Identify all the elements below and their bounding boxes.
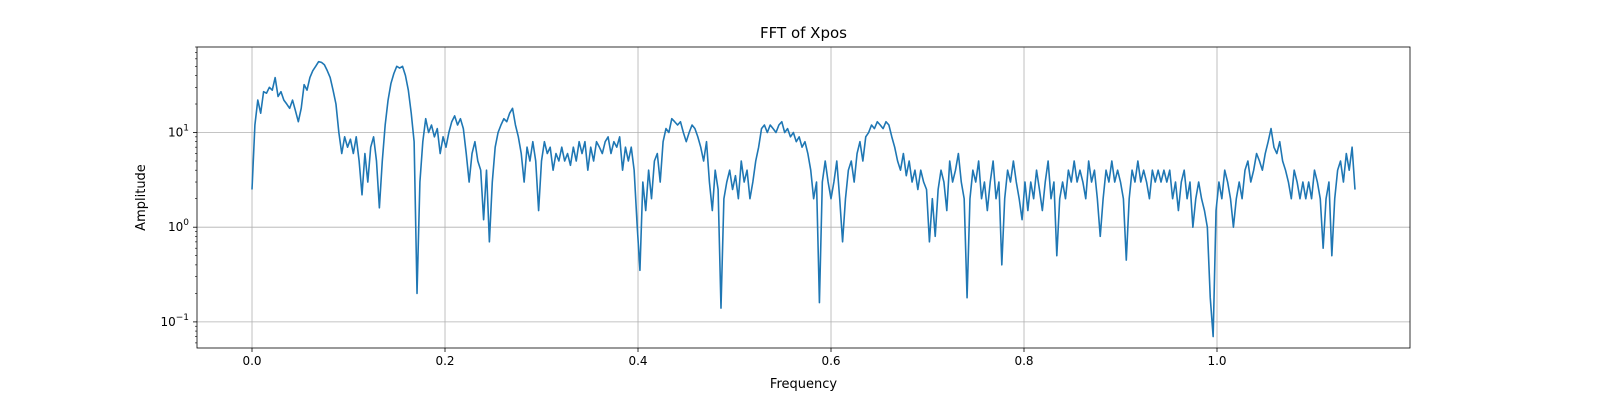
chart-title: FFT of Xpos bbox=[760, 24, 847, 42]
x-tick-label-3: 0.6 bbox=[821, 354, 840, 368]
y-tick-label-1: 100 bbox=[168, 218, 189, 234]
x-tick-label-4: 0.8 bbox=[1014, 354, 1033, 368]
y-tick-label-0: 10−1 bbox=[160, 313, 189, 329]
x-axis-label: Frequency bbox=[770, 377, 837, 392]
plot-frame bbox=[196, 46, 1411, 349]
y-axis-label: Amplitude bbox=[134, 164, 149, 231]
series-layer bbox=[251, 60, 1356, 338]
y-tick-label-2: 101 bbox=[168, 124, 189, 140]
x-axis-ticks: 0.0 0.2 0.4 0.6 0.8 1.0 bbox=[242, 348, 1227, 368]
y-axis-ticks: 10−1 100 101 bbox=[160, 46, 197, 344]
x-tick-label-2: 0.4 bbox=[628, 354, 647, 368]
series-line-0 bbox=[251, 60, 1356, 338]
x-tick-label-1: 0.2 bbox=[435, 354, 454, 368]
x-tick-label-0: 0.0 bbox=[242, 354, 261, 368]
x-tick-label-5: 1.0 bbox=[1207, 354, 1226, 368]
